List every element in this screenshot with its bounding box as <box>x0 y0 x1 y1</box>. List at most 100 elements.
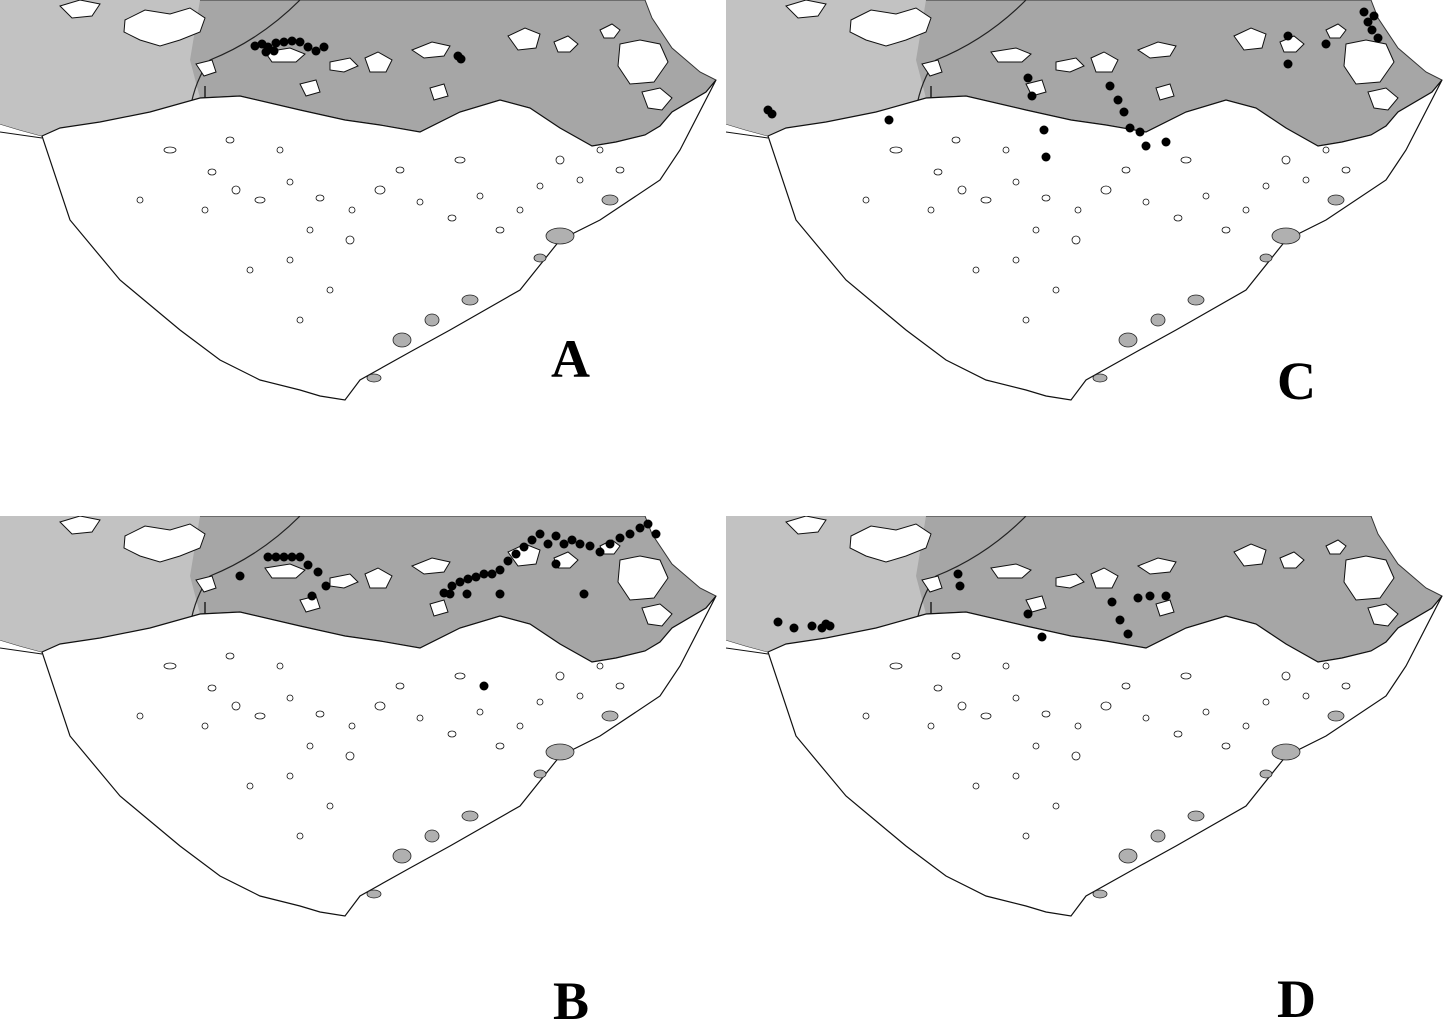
occurrence-point <box>955 581 965 591</box>
occurrence-point <box>651 529 661 539</box>
island <box>410 41 451 59</box>
lake <box>1052 286 1060 294</box>
lake <box>615 166 625 174</box>
occurrence-point <box>789 623 799 633</box>
lake <box>1262 698 1270 706</box>
lake <box>1281 155 1291 165</box>
coastal-lagoon <box>392 848 412 864</box>
lake <box>1202 708 1210 716</box>
lake <box>225 136 235 144</box>
lake <box>1262 182 1270 190</box>
lake <box>889 146 903 154</box>
map-d <box>726 516 1452 1032</box>
island <box>1155 599 1175 617</box>
lake <box>1012 694 1020 702</box>
lake <box>1121 166 1131 174</box>
coastal-lagoon <box>1271 227 1301 245</box>
lake <box>951 652 961 660</box>
coastal-lagoon <box>1118 848 1138 864</box>
lake <box>207 168 217 176</box>
lake <box>345 235 355 245</box>
lake <box>951 136 961 144</box>
island <box>990 563 1032 579</box>
occurrence-point <box>462 589 472 599</box>
island <box>264 563 306 579</box>
coastal-lagoon <box>461 810 479 822</box>
island <box>195 575 217 593</box>
lake <box>1074 722 1082 730</box>
lake <box>416 714 424 722</box>
occurrence-point <box>551 559 561 569</box>
occurrence-point <box>313 567 323 577</box>
island <box>1233 543 1267 567</box>
panel-label-d: D <box>1277 969 1316 1029</box>
coastal-lagoon <box>366 373 382 383</box>
island <box>990 47 1032 63</box>
occurrence-point <box>1023 73 1033 83</box>
occurrence-point <box>1367 25 1377 35</box>
occurrence-point <box>643 519 653 529</box>
lake <box>1242 206 1250 214</box>
lake <box>246 266 254 274</box>
lake <box>254 712 266 720</box>
coastal-lagoon <box>1259 769 1273 779</box>
lake <box>1322 146 1330 154</box>
island <box>599 23 621 39</box>
lake <box>1221 226 1231 234</box>
occurrence-point <box>585 541 595 551</box>
occurrence-point <box>495 565 505 575</box>
depth-contour <box>189 516 301 627</box>
shore-line <box>0 647 43 655</box>
occurrence-point <box>884 115 894 125</box>
shore-line <box>0 131 43 139</box>
lake <box>345 751 355 761</box>
lake <box>1281 671 1291 681</box>
coastal-lagoon <box>1259 253 1273 263</box>
occurrence-point <box>321 581 331 591</box>
occurrence-point <box>767 109 777 119</box>
lake <box>447 214 457 222</box>
occurrence-point <box>495 589 505 599</box>
occurrence-point <box>303 42 313 52</box>
lake <box>980 712 992 720</box>
occurrence-point <box>1133 593 1143 603</box>
occurrence-point <box>1119 107 1129 117</box>
lake <box>1341 682 1351 690</box>
island <box>364 51 393 73</box>
island <box>507 27 541 51</box>
lake <box>1022 832 1030 840</box>
occurrence-point <box>456 54 466 64</box>
lake <box>1002 146 1010 154</box>
lake <box>1173 214 1183 222</box>
occurrence-point <box>263 552 273 562</box>
coastal-lagoon <box>1118 332 1138 348</box>
occurrence-point <box>1161 591 1171 601</box>
lake <box>296 832 304 840</box>
lake <box>231 185 241 195</box>
occurrence-point <box>1135 127 1145 137</box>
lake <box>1202 192 1210 200</box>
coastal-lagoon <box>1150 313 1166 327</box>
lake <box>957 185 967 195</box>
island <box>617 555 669 601</box>
occurrence-point <box>807 621 817 631</box>
lake <box>1302 692 1310 700</box>
lake <box>395 166 405 174</box>
lake <box>596 662 604 670</box>
lake <box>1142 714 1150 722</box>
shore-line <box>726 131 769 139</box>
lake <box>416 198 424 206</box>
occurrence-point <box>551 531 561 541</box>
occurrence-point <box>1283 59 1293 69</box>
island <box>1325 539 1347 555</box>
island <box>1055 57 1085 73</box>
occurrence-point <box>471 572 481 582</box>
lake <box>454 156 466 164</box>
occurrence-point <box>279 552 289 562</box>
lake <box>326 286 334 294</box>
coastal-lagoon <box>366 889 382 899</box>
occurrence-point <box>279 37 289 47</box>
occurrence-point <box>1145 591 1155 601</box>
lake <box>1221 742 1231 750</box>
island <box>1155 83 1175 101</box>
